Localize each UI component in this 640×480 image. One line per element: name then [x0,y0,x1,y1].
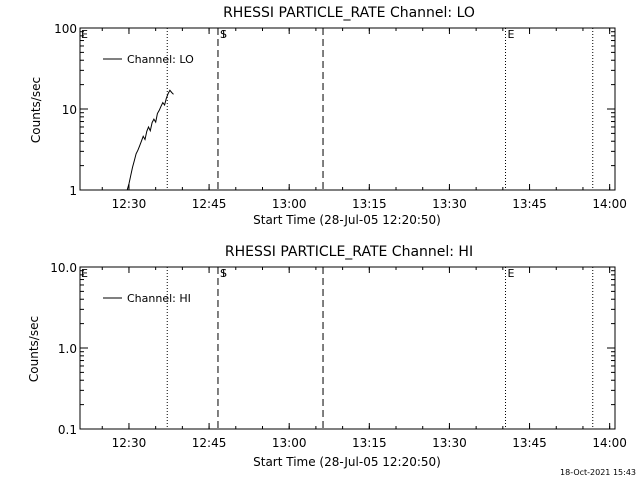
chart-title: RHESSI PARTICLE_RATE Channel: HI [225,244,473,260]
x-tick-group: 12:30 12:45 13:00 13:15 13:30 13:45 14:00 [101,28,627,211]
y-tick-label: 1 [69,184,77,198]
x-tick-label: 14:00 [592,197,627,211]
legend-label: Channel: LO [127,53,194,66]
edge-label-left-bottom: I [222,267,225,280]
edge-label-left-top: E [81,28,88,41]
x-tick-label: 13:00 [272,197,307,211]
x-tick-label: 14:00 [592,436,627,450]
x-tick-label: 13:00 [272,436,307,450]
chart-title: RHESSI PARTICLE_RATE Channel: LO [223,5,475,21]
y-tick-group: 1 10 100 [54,22,615,198]
y-tick-label: 10.0 [50,261,77,275]
y-axis-label: Counts/sec [29,77,43,143]
x-tick-label: 13:45 [512,197,547,211]
x-tick-label: 12:45 [192,197,227,211]
legend: Channel: LO [103,53,194,66]
edge-label-left-bottom: I [222,28,225,41]
footer-timestamp: 18-Oct-2021 15:43 [560,468,636,477]
x-tick-label: 12:30 [112,436,147,450]
x-tick-label: 13:15 [352,436,387,450]
y-tick-label: 10 [62,103,77,117]
x-tick-group: 12:30 12:45 13:00 13:15 13:30 13:45 14:00 [101,267,627,450]
y-tick-label: 100 [54,22,77,36]
y-tick-label: 1.0 [58,342,77,356]
panel-lo: RHESSI PARTICLE_RATE Channel: LO Counts/… [29,5,627,227]
x-tick-label: 13:45 [512,436,547,450]
edge-label-left-top: E [81,267,88,280]
marker-label: E [508,28,515,41]
y-tick-label: 0.1 [58,423,77,437]
x-tick-label: 13:15 [352,197,387,211]
marker-label: S [220,28,227,41]
marker-label: E [508,267,515,280]
legend-label: Channel: HI [127,292,191,305]
y-tick-group: 0.1 1.0 10.0 [50,261,615,437]
x-axis-label: Start Time (28-Jul-05 12:20:50) [253,455,441,469]
series-group [126,89,174,191]
legend: Channel: HI [103,292,191,305]
x-tick-label: 12:30 [112,197,147,211]
panel-hi: RHESSI PARTICLE_RATE Channel: HI Counts/… [27,244,627,469]
marker-label: S [220,267,227,280]
x-tick-label: 13:30 [432,197,467,211]
series-line-lo [126,89,174,191]
x-tick-label: 12:45 [192,436,227,450]
x-axis-label: Start Time (28-Jul-05 12:20:50) [253,213,441,227]
x-tick-label: 13:30 [432,436,467,450]
y-axis-label: Counts/sec [27,316,41,382]
